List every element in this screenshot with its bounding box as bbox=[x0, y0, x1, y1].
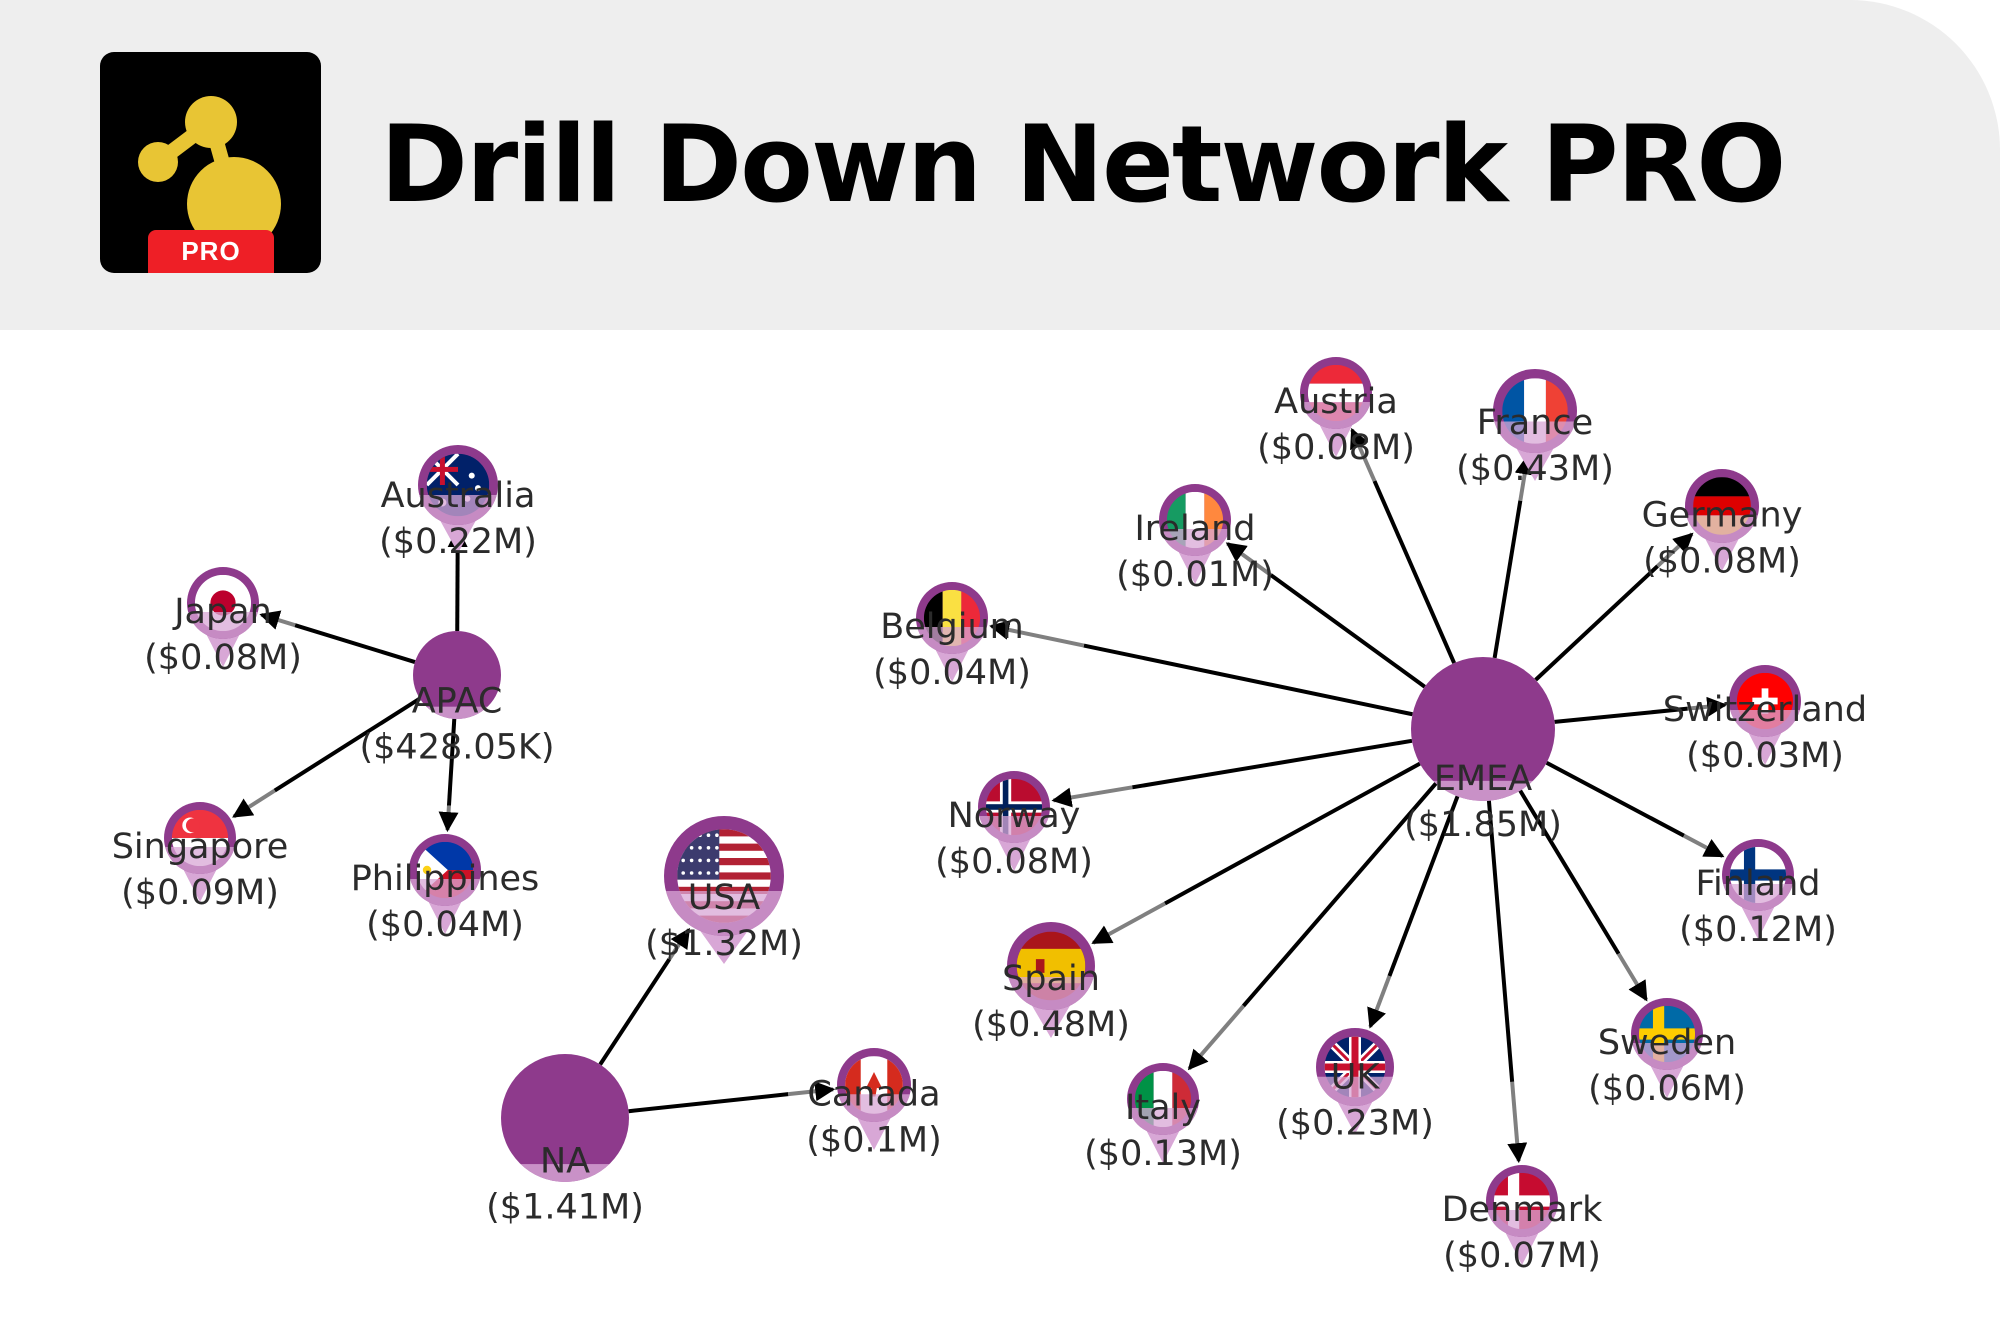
edge-emea-norway bbox=[1051, 738, 1413, 808]
node-value-france: ($0.43M) bbox=[1456, 449, 1614, 489]
nodes-layer: APAC ($428.05K) NA ($1.41M) EMEA ($1.85M) Aust… bbox=[112, 357, 1867, 1276]
node-value-norway: ($0.08M) bbox=[935, 842, 1093, 882]
node-value-austria: ($0.08M) bbox=[1257, 428, 1415, 468]
node-germany[interactable]: Germany ($0.08M) bbox=[1642, 469, 1803, 581]
edge-emea-denmark bbox=[1486, 800, 1528, 1164]
node-usa[interactable]: USA ($1.32M) bbox=[645, 816, 803, 964]
edge-emea-belgium bbox=[989, 620, 1413, 717]
pro-badge: PRO bbox=[148, 230, 274, 273]
node-name-emea: EMEA bbox=[1434, 759, 1532, 799]
node-value-uk: ($0.23M) bbox=[1276, 1103, 1434, 1143]
network-share-icon bbox=[138, 96, 281, 251]
node-emea[interactable]: EMEA ($1.85M) bbox=[1404, 657, 1562, 853]
node-name-denmark: Denmark bbox=[1442, 1190, 1604, 1230]
node-canada[interactable]: Canada ($0.1M) bbox=[806, 1048, 942, 1160]
node-spain[interactable]: Spain ($0.48M) bbox=[972, 922, 1130, 1045]
edge-emea-finland bbox=[1545, 760, 1725, 859]
node-value-apac: ($428.05K) bbox=[360, 727, 555, 767]
edge-emea-uk bbox=[1367, 795, 1460, 1029]
edge-apac-singapore bbox=[232, 696, 421, 819]
node-name-spain: Spain bbox=[1002, 959, 1100, 999]
node-philippines[interactable]: Philippines ($0.04M) bbox=[351, 834, 540, 945]
node-australia[interactable]: Australia ($0.22M) bbox=[379, 445, 537, 562]
node-value-singapore: ($0.09M) bbox=[121, 873, 279, 913]
node-denmark[interactable]: Denmark ($0.07M) bbox=[1442, 1165, 1604, 1276]
edge-na-canada bbox=[628, 1081, 836, 1114]
node-name-na: NA bbox=[540, 1141, 590, 1181]
node-name-philippines: Philippines bbox=[351, 859, 540, 899]
node-value-philippines: ($0.04M) bbox=[366, 905, 524, 945]
node-name-japan: Japan bbox=[172, 592, 272, 632]
node-value-sweden: ($0.06M) bbox=[1588, 1069, 1746, 1109]
node-finland[interactable]: Finland ($0.12M) bbox=[1679, 839, 1837, 950]
node-italy[interactable]: Italy ($0.13M) bbox=[1084, 1063, 1242, 1174]
edge-emea-germany bbox=[1534, 532, 1694, 682]
node-value-germany: ($0.08M) bbox=[1643, 541, 1801, 581]
node-name-italy: Italy bbox=[1125, 1088, 1201, 1128]
node-value-spain: ($0.48M) bbox=[972, 1005, 1130, 1045]
node-value-australia: ($0.22M) bbox=[379, 522, 537, 562]
edge-emea-sweden bbox=[1518, 789, 1649, 1002]
node-name-uk: UK bbox=[1331, 1057, 1381, 1097]
node-name-germany: Germany bbox=[1642, 495, 1803, 535]
header-banner: PRO Drill Down Network PRO bbox=[0, 0, 2000, 330]
node-value-ireland: ($0.01M) bbox=[1116, 555, 1274, 595]
node-switzerland[interactable]: Switzerland ($0.03M) bbox=[1663, 665, 1867, 776]
edge-emea-switzerland bbox=[1554, 696, 1728, 724]
node-value-belgium: ($0.04M) bbox=[873, 653, 1031, 693]
node-name-finland: Finland bbox=[1695, 864, 1820, 904]
node-value-canada: ($0.1M) bbox=[806, 1120, 941, 1160]
node-ireland[interactable]: Ireland ($0.01M) bbox=[1116, 484, 1274, 595]
node-name-norway: Norway bbox=[948, 796, 1081, 836]
node-na[interactable]: NA ($1.41M) bbox=[486, 1054, 644, 1228]
node-value-emea: ($1.85M) bbox=[1404, 805, 1562, 845]
node-apac[interactable]: APAC ($428.05K) bbox=[360, 631, 555, 767]
node-austria[interactable]: Austria ($0.08M) bbox=[1257, 357, 1415, 468]
node-sweden[interactable]: Sweden ($0.06M) bbox=[1588, 998, 1746, 1109]
node-value-denmark: ($0.07M) bbox=[1443, 1236, 1601, 1276]
page-title: Drill Down Network PRO bbox=[380, 103, 1786, 226]
node-value-finland: ($0.12M) bbox=[1679, 910, 1837, 950]
node-value-switzerland: ($0.03M) bbox=[1686, 736, 1844, 776]
node-name-switzerland: Switzerland bbox=[1663, 690, 1867, 730]
node-france[interactable]: France ($0.43M) bbox=[1456, 369, 1614, 489]
node-singapore[interactable]: Singapore ($0.09M) bbox=[112, 802, 289, 913]
node-name-austria: Austria bbox=[1274, 382, 1398, 422]
node-value-italy: ($0.13M) bbox=[1084, 1134, 1242, 1174]
node-name-australia: Australia bbox=[381, 476, 536, 516]
node-belgium[interactable]: Belgium ($0.04M) bbox=[873, 582, 1031, 693]
edge-emea-italy bbox=[1187, 782, 1438, 1071]
edge-apac-japan bbox=[259, 610, 416, 664]
node-name-france: France bbox=[1477, 403, 1593, 443]
node-name-canada: Canada bbox=[807, 1074, 940, 1114]
edge-emea-austria bbox=[1350, 427, 1456, 664]
node-value-usa: ($1.32M) bbox=[645, 924, 803, 964]
app-logo: PRO bbox=[100, 52, 321, 273]
node-name-apac: APAC bbox=[412, 681, 503, 721]
node-value-japan: ($0.08M) bbox=[144, 638, 302, 678]
edge-emea-spain bbox=[1091, 761, 1421, 945]
node-name-belgium: Belgium bbox=[880, 607, 1024, 647]
edge-emea-ireland bbox=[1225, 541, 1426, 689]
node-name-ireland: Ireland bbox=[1134, 509, 1255, 549]
node-name-sweden: Sweden bbox=[1598, 1023, 1736, 1063]
edge-apac-philippines bbox=[438, 718, 459, 833]
node-uk[interactable]: UK ($0.23M) bbox=[1276, 1028, 1434, 1143]
node-japan[interactable]: Japan ($0.08M) bbox=[144, 567, 302, 678]
node-value-na: ($1.41M) bbox=[486, 1187, 644, 1227]
node-name-singapore: Singapore bbox=[112, 827, 289, 867]
edge-na-usa bbox=[598, 927, 691, 1066]
node-norway[interactable]: Norway ($0.08M) bbox=[935, 771, 1093, 882]
node-name-usa: USA bbox=[688, 878, 760, 918]
